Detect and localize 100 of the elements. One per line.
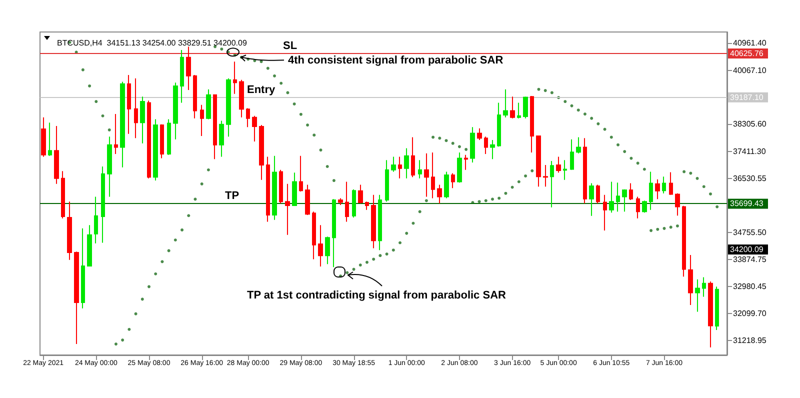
candlestick (583, 138, 587, 204)
candlestick (497, 102, 501, 148)
candlestick (127, 74, 131, 134)
candlestick (378, 194, 382, 251)
candlestick (437, 184, 442, 204)
candlestick (404, 148, 409, 179)
candlestick (470, 126, 475, 164)
candlestick (570, 138, 574, 170)
candlestick (186, 46, 191, 90)
candlestick (715, 286, 719, 330)
candlestick (134, 78, 138, 139)
y-tick-label: 32980.45 (733, 282, 767, 292)
candlestick (682, 205, 686, 278)
candlestick (272, 155, 277, 220)
candlestick (266, 156, 270, 222)
candlestick (167, 118, 171, 156)
candlestick (173, 82, 178, 140)
y-tick-label: 36530.55 (733, 174, 767, 183)
candlestick (87, 224, 92, 268)
candlestick (259, 124, 264, 180)
candlestick (246, 108, 250, 128)
ref-line-label: TP (225, 190, 240, 202)
candlestick (371, 194, 376, 249)
candlestick (147, 100, 151, 179)
candlestick (160, 124, 164, 159)
annotation: TP at 1st contradicting signal from parabolic SAR (247, 290, 506, 302)
candlestick (252, 115, 257, 142)
candlestick (702, 276, 706, 298)
candlestick (325, 236, 330, 265)
candlestick (153, 118, 158, 182)
candlestick (543, 164, 548, 188)
candlestick (279, 169, 283, 204)
candlestick (41, 116, 46, 158)
candlestick (226, 78, 231, 138)
y-tick-label: 34755.50 (733, 228, 767, 238)
candlestick (345, 181, 349, 222)
candlestick (67, 201, 72, 260)
candlestick (332, 198, 336, 268)
candlestick (688, 254, 693, 306)
candlestick (94, 196, 98, 244)
candlestick (669, 172, 673, 196)
candlestick (81, 228, 85, 309)
candlestick (662, 176, 666, 194)
y-tick-label: 32099.70 (733, 309, 767, 318)
candlestick (523, 96, 528, 119)
text: 40625.76 (730, 48, 764, 58)
candlestick (609, 181, 614, 214)
candlestick (550, 160, 554, 208)
y-tick-label: 37411.30 (733, 147, 766, 156)
candlestick (695, 278, 700, 312)
candlestick (503, 88, 508, 118)
candlestick (292, 172, 297, 206)
candlestick (708, 280, 713, 348)
candlestick (457, 152, 462, 184)
candlestick (107, 136, 112, 198)
ref-line-label: Entry (247, 84, 276, 96)
candlestick (431, 152, 435, 199)
candlestick (305, 184, 310, 216)
candlestick (444, 171, 449, 199)
candlestick (365, 201, 369, 210)
candlestick (358, 184, 363, 204)
candlestick (484, 136, 488, 154)
candlestick (101, 166, 105, 244)
candlestick (655, 178, 660, 200)
candlestick (299, 155, 303, 192)
candlestick (180, 49, 184, 104)
candlestick (352, 188, 356, 218)
candlestick (424, 152, 429, 198)
candlestick (517, 102, 521, 119)
candlestick (385, 160, 389, 202)
candlestick (61, 170, 65, 219)
candlestick (239, 79, 244, 118)
ref-line-label: SL (283, 40, 298, 52)
candlestick (193, 74, 197, 119)
candlestick (636, 196, 640, 219)
candlestick (338, 198, 343, 206)
y-tick-label: 31218.95 (733, 336, 767, 345)
candlestick (54, 125, 59, 184)
candlestick (675, 192, 680, 216)
candlestick (312, 211, 316, 260)
candlestick (556, 156, 561, 174)
candlestick (616, 182, 620, 212)
candlestick (603, 194, 607, 232)
candlestick (563, 160, 567, 180)
text: 35699.43 (730, 199, 764, 208)
candlestick (213, 94, 217, 160)
candlestick (140, 96, 145, 144)
candlestick (114, 114, 118, 154)
candlestick (530, 96, 534, 153)
candlestick (318, 224, 323, 268)
candlestick (464, 154, 468, 170)
candlestick (477, 128, 482, 140)
candlestick (451, 172, 455, 189)
candlestick (649, 171, 653, 210)
candlestick (120, 81, 125, 168)
candlestick (536, 136, 541, 188)
candlestick (233, 61, 237, 94)
candlestick (48, 122, 52, 156)
candlestick (642, 200, 647, 214)
candlestick (629, 182, 633, 201)
